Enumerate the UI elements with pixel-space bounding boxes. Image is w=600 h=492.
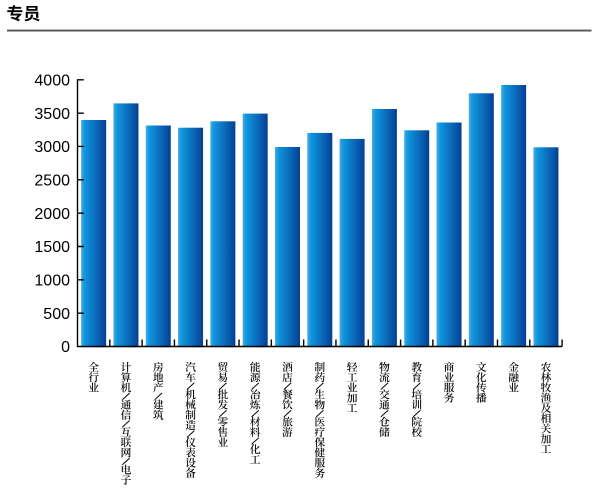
svg-text:4000: 4000 <box>34 73 70 90</box>
svg-text:2000: 2000 <box>34 206 70 223</box>
svg-text:1500: 1500 <box>34 239 70 256</box>
svg-text:3000: 3000 <box>34 139 70 156</box>
svg-text:0: 0 <box>61 339 70 356</box>
svg-text:1000: 1000 <box>34 273 70 290</box>
svg-text:2500: 2500 <box>34 173 70 190</box>
svg-text:3500: 3500 <box>34 106 70 123</box>
svg-text:500: 500 <box>43 306 70 323</box>
